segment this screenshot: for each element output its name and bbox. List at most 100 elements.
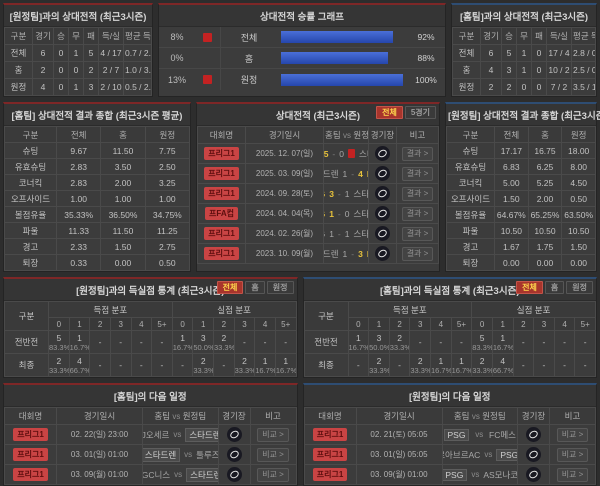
- league-badge: 프FA컵: [205, 207, 238, 220]
- stadium-icon[interactable]: [226, 427, 242, 442]
- compare-button[interactable]: 비교 >: [556, 447, 589, 462]
- away-team-name: 툴루즈: [196, 449, 218, 460]
- league-badge: 프리그1: [204, 227, 239, 240]
- filter-away-button[interactable]: 원정: [266, 281, 294, 294]
- schedule-row: 프리그1 03. 09(월) 01:00 OGC니스vs스타드렌 비교 >: [4, 464, 297, 485]
- home-team-name: 스타드렌: [143, 447, 181, 462]
- result-button[interactable]: 결과 >: [401, 206, 434, 221]
- league-badge: 프리그1: [204, 187, 239, 200]
- table-row: 오프사이드 1.50 2.00 0.50: [446, 190, 596, 207]
- league-badge: 프리그1: [204, 247, 239, 260]
- filter-all-button[interactable]: 전체: [216, 281, 244, 294]
- h2h-row: 프리그1 2024. 09. 28(토) PSG3-1스타드렌 결과 >: [197, 183, 439, 204]
- filter-all-button[interactable]: 전체: [516, 281, 543, 294]
- match-date: 03. 09(월) 01:00: [56, 464, 143, 485]
- header-row: 대회명 경기일시 홈팀 vs 원정팀 경기장 비고: [197, 126, 439, 144]
- compare-button[interactable]: 비교 >: [257, 467, 289, 482]
- result-button[interactable]: 결과 >: [401, 166, 434, 181]
- table-row: 최종 - 2 33.3% - 2 33.3% 1 16.7% 1 16.7% 2 33.3…: [303, 353, 596, 377]
- table-row: 파울 10.50 10.50 10.50: [446, 222, 596, 239]
- stadium-icon[interactable]: [226, 447, 242, 462]
- home-team-name: PSG: [325, 189, 326, 199]
- win-rate-bar-track: [281, 52, 403, 64]
- home-team-name: 스타드렌: [323, 168, 339, 179]
- stadium-icon[interactable]: [526, 447, 541, 462]
- stadium-icon[interactable]: [375, 206, 390, 221]
- stadium-icon[interactable]: [526, 467, 541, 482]
- result-button[interactable]: 결과 >: [401, 186, 434, 201]
- league-badge: 프리그1: [312, 448, 348, 461]
- table-row: 코너킥 5.00 5.25 4.50: [446, 174, 596, 191]
- compare-button[interactable]: 비교 >: [257, 427, 289, 442]
- header-row: 대회명 경기일시 홈팀 vs 원정팀 경기장 비고: [4, 407, 297, 425]
- compare-button[interactable]: 비교 >: [556, 427, 589, 442]
- away-team-name: 스타드렌: [353, 208, 369, 219]
- stadium-icon[interactable]: [375, 166, 390, 181]
- win-rate-bar: [281, 73, 403, 86]
- red-card-slot: [195, 27, 221, 47]
- filter-home-button[interactable]: 홈: [245, 281, 265, 294]
- goals-table: 구분 득점 분포 실점 분포 0 1 2 3 4 5+ 0 1 2 3 4 5+ 전반전 1 16.7…: [303, 301, 597, 377]
- stadium-icon[interactable]: [526, 427, 541, 442]
- stadium-icon[interactable]: [226, 467, 242, 482]
- compare-button[interactable]: 비교 >: [257, 447, 289, 462]
- home-team-name: 르아브르AC: [443, 449, 481, 460]
- match-date: 2024. 09. 28(토): [245, 183, 324, 204]
- filter-away-button[interactable]: 원정: [566, 281, 593, 294]
- away-team-name: 스타드렌: [359, 148, 368, 159]
- table-row: 경고 1.67 1.75 1.50: [446, 238, 596, 255]
- result-button[interactable]: 결과 >: [401, 226, 434, 241]
- away-next-schedule-panel: [원정팀]의 다음 일정 대회명 경기일시 홈팀 vs 원정팀 경기장 비고 프…: [302, 383, 597, 486]
- table-row: 코너킥 2.83 2.00 3.25: [4, 174, 191, 191]
- h2h-row: 프리그1 2025. 03. 09(일) 스타드렌1-4PSG 결과 >: [197, 163, 439, 184]
- compare-button[interactable]: 비교 >: [556, 467, 589, 482]
- home-team-name: PSG: [443, 428, 470, 441]
- panel-title: [원정팀] 상대전적 결과 종합 (최근3시즌 평균): [446, 104, 600, 126]
- filter-all-button[interactable]: 전체: [376, 106, 403, 119]
- filter-home-button[interactable]: 홈: [544, 281, 565, 294]
- goals-filter-buttons: 전체 홈 원정: [216, 281, 294, 294]
- win-rate-bar-track: [281, 73, 403, 86]
- col-header: 경기: [32, 27, 54, 45]
- stadium-icon[interactable]: [375, 226, 390, 241]
- result-button[interactable]: 결과 >: [401, 246, 434, 261]
- h2h-row: 프리그1 2023. 10. 09(월) 스타드렌1-3PSG 결과 >: [197, 243, 439, 264]
- home-team-name: PSG: [325, 229, 326, 239]
- panel-title: [원정팀]의 다음 일정: [303, 385, 596, 407]
- league-badge: 프리그1: [204, 147, 239, 160]
- match-date: 2023. 10. 09(월): [245, 243, 324, 264]
- panel-title: [홈팀] 상대전적 결과 종합 (최근3시즌 평균): [4, 104, 190, 126]
- win-rate-bar: [281, 31, 394, 43]
- panel-title: [홈팀]과의 득실점 통계 (최근3시즌) 전체 홈 원정: [303, 279, 596, 301]
- result-button[interactable]: 결과 >: [401, 146, 434, 161]
- red-card-icon: [203, 32, 212, 42]
- summary-table: 구분 전체 홈 원정 슈팅 9.67 11.50 7.75 유효슈팅 2.83 3.50 2.50…: [4, 126, 191, 271]
- table-row: 유효슈팅 2.83 3.50 2.50: [4, 158, 191, 175]
- away-team-name: FC메스: [489, 429, 516, 440]
- col-header: 평균 득/실: [123, 27, 152, 45]
- table-row: 슈팅 9.67 11.50 7.75: [4, 142, 191, 159]
- red-card-slot: [195, 48, 221, 68]
- stadium-icon[interactable]: [375, 186, 390, 201]
- filter-last5-button[interactable]: 5경기: [404, 106, 436, 119]
- table-row: 경고 2.33 1.50 2.75: [4, 238, 191, 255]
- away-team-name: PSG: [367, 249, 368, 259]
- away-team-name: 스타드렌: [185, 427, 218, 442]
- table-row: 파울 11.33 11.50 11.25: [4, 222, 191, 239]
- stadium-icon[interactable]: [375, 146, 390, 161]
- home-team-name: PSG: [442, 468, 468, 481]
- table-row: 슈팅 17.17 16.75 18.00: [446, 142, 596, 159]
- table-row: 오프사이드 1.00 1.00 1.00: [4, 190, 191, 207]
- league-badge: 프리그1: [312, 428, 348, 441]
- bins-row: 0 1 2 3 4 5+ 0 1 2 3 4 5+: [5, 317, 297, 331]
- stadium-icon[interactable]: [375, 246, 390, 261]
- match-date: 02. 22(일) 23:00: [56, 424, 143, 445]
